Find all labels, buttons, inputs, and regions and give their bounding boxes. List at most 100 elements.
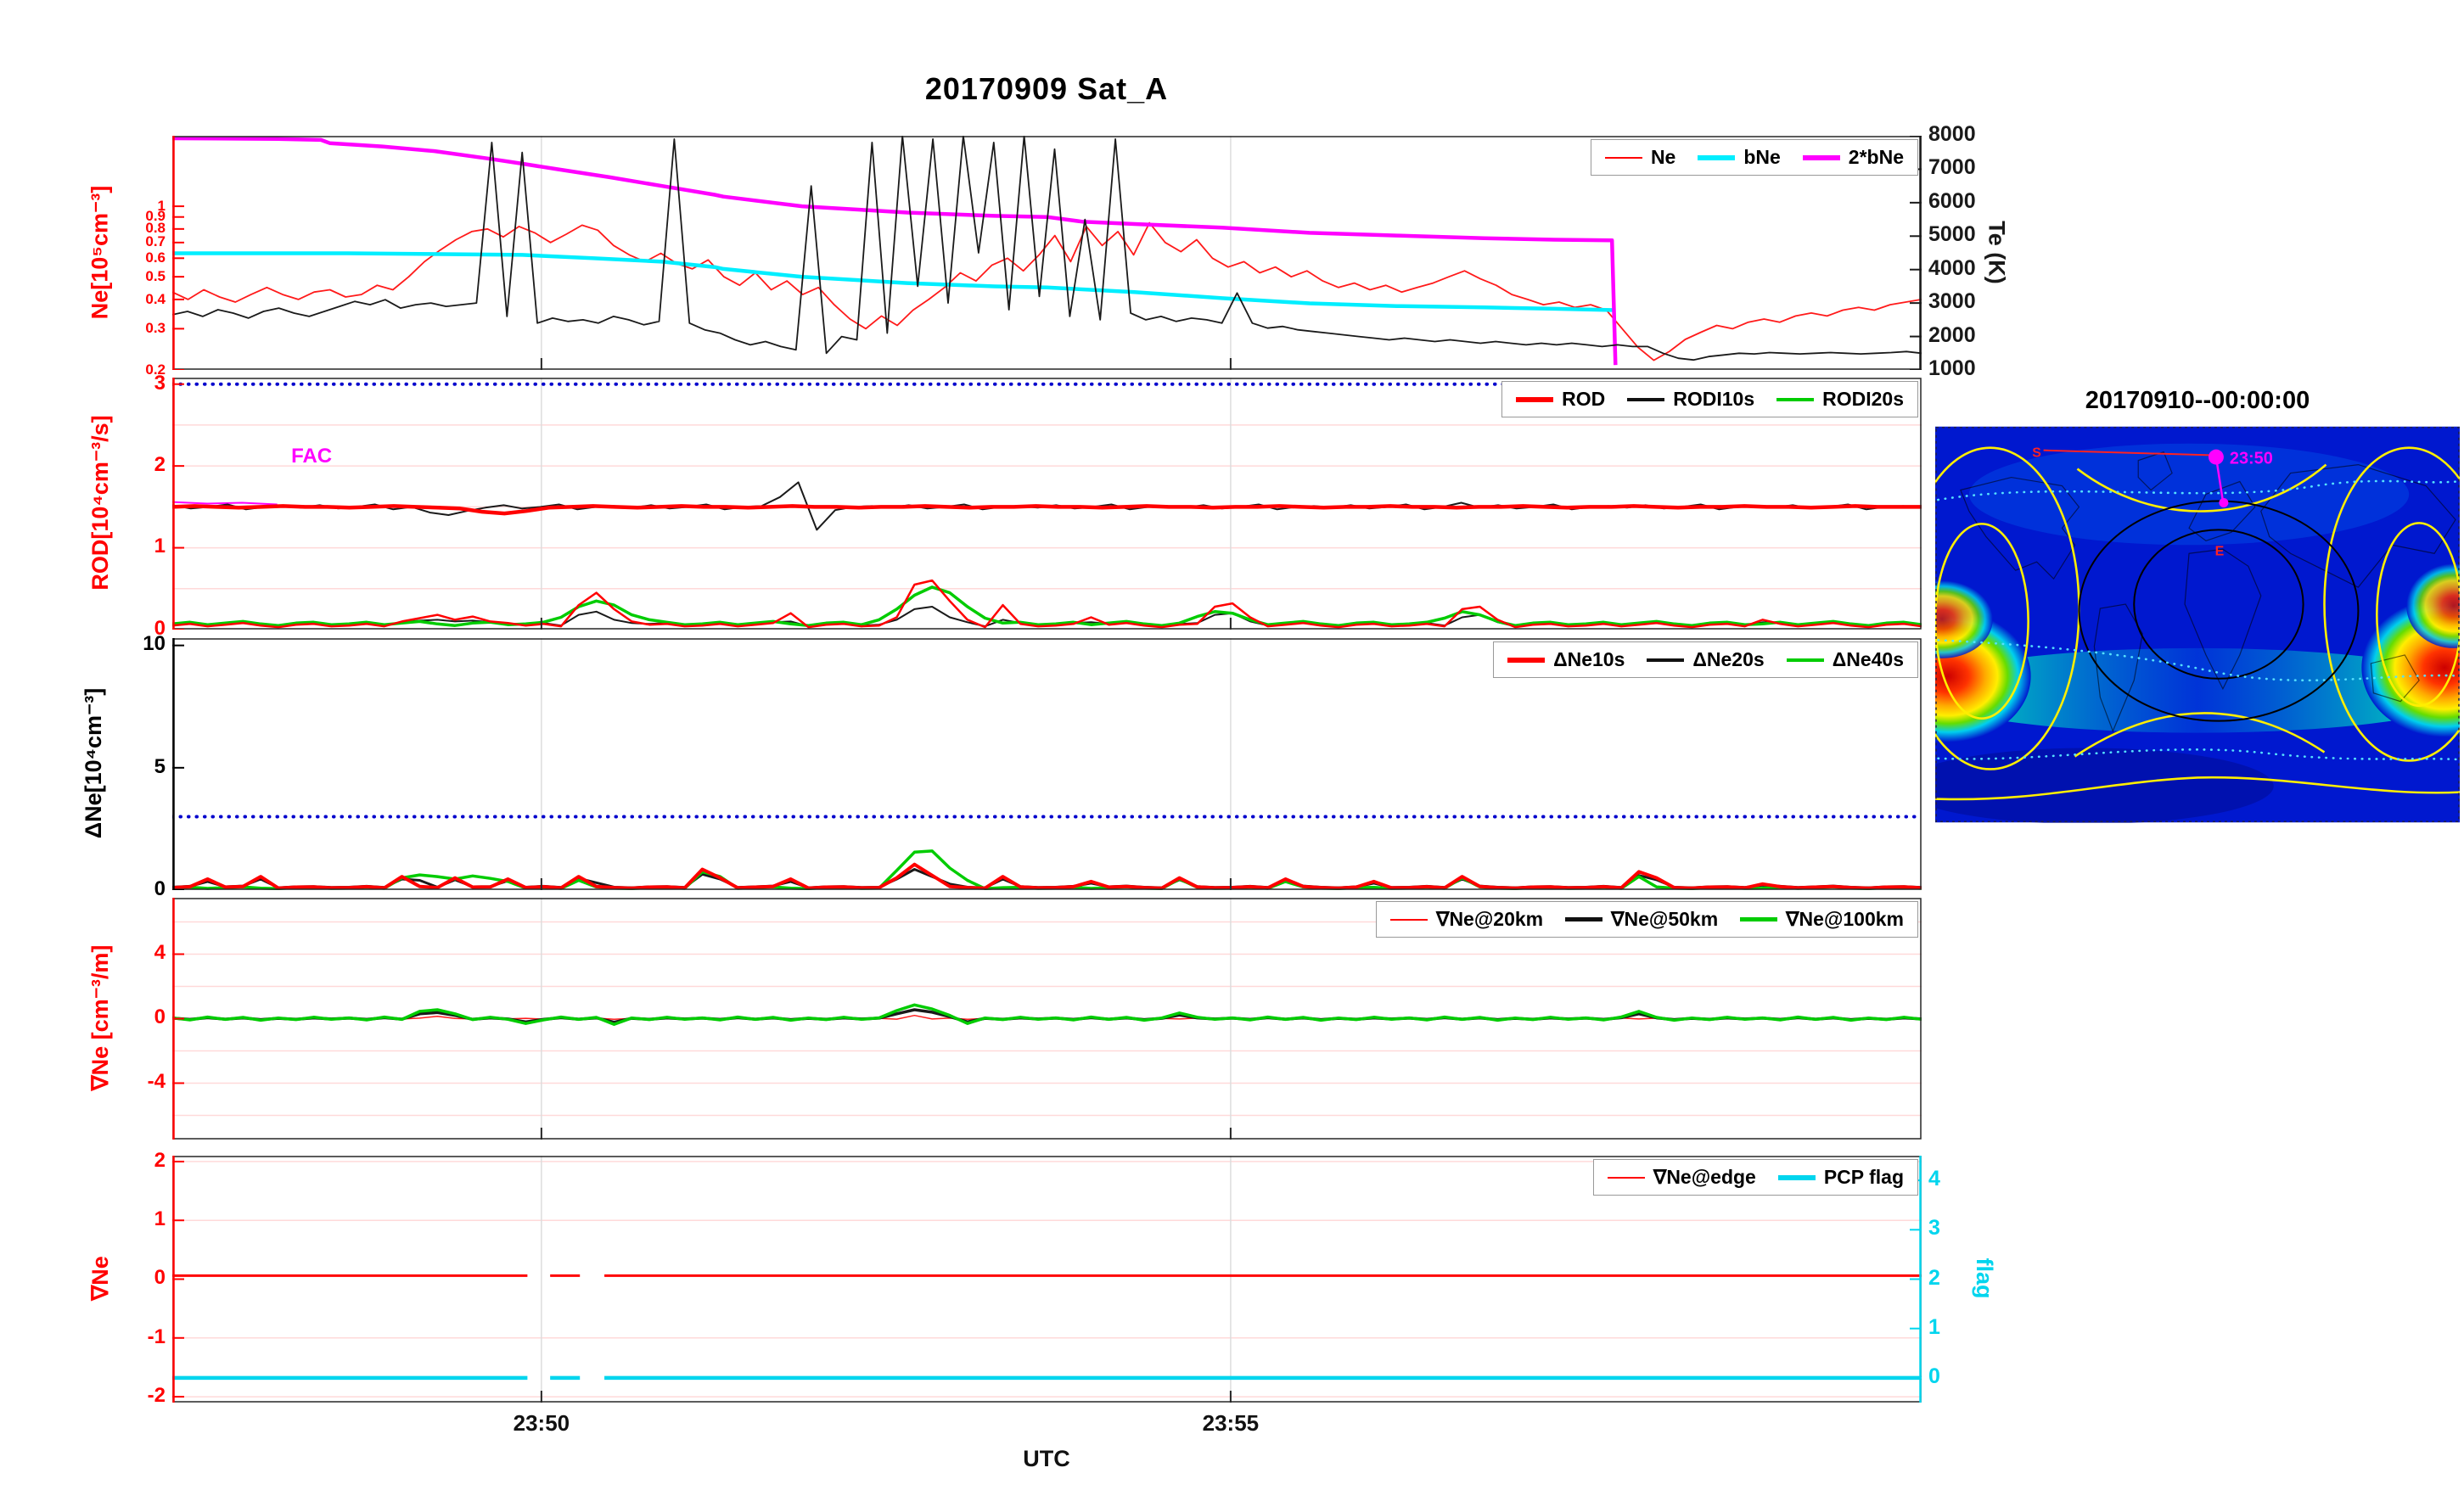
- legend-swatch: [1698, 154, 1736, 160]
- legend-swatch: [1786, 658, 1824, 662]
- right-tick-label: 2000: [1928, 322, 1976, 347]
- satellite-end-marker: [2219, 497, 2229, 507]
- legend-edge-pcp: ∇Ne@edge PCP flag: [1592, 1159, 1918, 1196]
- y-tick-label: 1: [157, 197, 166, 214]
- panel-grad-ne: ∇Ne@20km ∇Ne@50km ∇Ne@100km: [172, 898, 1922, 1140]
- legend-swatch: [1627, 397, 1665, 401]
- legend-label: ∇Ne@20km: [1436, 908, 1544, 930]
- legend-item: ΔNe20s: [1647, 648, 1765, 671]
- legend-swatch: [1802, 154, 1840, 160]
- right-tick-label: 2: [1928, 1265, 1940, 1290]
- x-axis-label: UTC: [1023, 1446, 1070, 1471]
- y-tick-label: 0.8: [145, 220, 166, 237]
- y-tick-label: 0: [154, 616, 166, 640]
- y-tick-label: 1: [154, 535, 166, 558]
- y-tick-label: 0.9: [145, 208, 166, 225]
- y-tick-label: -2: [147, 1383, 166, 1407]
- y-tick-label: 2: [154, 1148, 166, 1172]
- delta-ne-plot: [172, 638, 1922, 890]
- legend-swatch: [1777, 1174, 1816, 1180]
- panel-ne-te: Ne bNe 2*bNe: [172, 136, 1922, 370]
- map-panel: S 23:50 E: [1935, 426, 2460, 823]
- ne-te-plot: [172, 136, 1922, 370]
- legend-item: ∇Ne@50km: [1565, 908, 1718, 931]
- y-tick-label: 0: [154, 877, 166, 900]
- legend-swatch: [1565, 917, 1603, 921]
- legend-item: Ne: [1604, 146, 1676, 169]
- map-title: 20170910--00:00:00: [2085, 387, 2310, 414]
- y-tick-label: 0.4: [145, 290, 166, 307]
- legend-ne: Ne bNe 2*bNe: [1590, 139, 1918, 176]
- y-tick-label: 10: [143, 632, 166, 656]
- legend-label: bNe: [1743, 146, 1781, 168]
- right-tick-label: 6000: [1928, 188, 1976, 213]
- world-map: S 23:50 E: [1935, 426, 2460, 823]
- hotspot-right-2: [2406, 563, 2460, 648]
- y-tick-label: 0.6: [145, 249, 166, 266]
- legend-item: PCP flag: [1777, 1166, 1904, 1189]
- legend-label: RODI10s: [1673, 388, 1755, 410]
- legend-swatch: [1776, 397, 1815, 401]
- legend-grad-ne: ∇Ne@20km ∇Ne@50km ∇Ne@100km: [1376, 901, 1918, 938]
- legend-label: ROD: [1562, 388, 1606, 410]
- y-tick-label: 0: [154, 1005, 166, 1029]
- y-tick-label: 5: [154, 754, 166, 778]
- legend-rod: ROD RODI10s RODI20s: [1501, 381, 1918, 417]
- y-tick-label: 4: [154, 941, 166, 965]
- legend-swatch: [1516, 396, 1554, 402]
- x-tick-label: 23:50: [513, 1410, 570, 1436]
- legend-item: bNe: [1698, 146, 1781, 169]
- legend-label: PCP flag: [1823, 1166, 1904, 1188]
- legend-label: ΔNe20s: [1692, 648, 1765, 670]
- legend-label: Ne: [1650, 146, 1676, 168]
- hotspot-left-2: [1935, 580, 1993, 658]
- satellite-position-marker: [2208, 449, 2224, 465]
- legend-item: ∇Ne@20km: [1390, 908, 1543, 931]
- panel-delta-ne: ΔNe10s ΔNe20s ΔNe40s: [172, 638, 1922, 890]
- black-contours: [2078, 500, 2360, 722]
- legend-swatch: [1507, 657, 1546, 663]
- ylabel-delta-ne: ΔNe[10⁴cm⁻³]: [81, 687, 106, 839]
- right-tick-label: 1000: [1928, 356, 1976, 380]
- map-shade: [1935, 748, 2274, 823]
- legend-item: ∇Ne@100km: [1740, 908, 1904, 931]
- y-tick-label: 0.5: [145, 267, 166, 284]
- y-tick-label: 3: [154, 371, 166, 395]
- track-time-label: 23:50: [2230, 450, 2273, 468]
- legend-swatch: [1647, 658, 1685, 662]
- legend-item: ΔNe40s: [1786, 648, 1904, 671]
- right-tick-label: 3000: [1928, 289, 1976, 314]
- legend-swatch: [1604, 156, 1642, 159]
- figure-title: 20170909 Sat_A: [924, 71, 1169, 106]
- y-tick-label: 2: [154, 452, 166, 476]
- legend-label: ∇Ne@edge: [1653, 1166, 1756, 1188]
- legend-swatch: [1607, 1176, 1645, 1179]
- right-tick-label: 4000: [1928, 255, 1976, 280]
- legend-label: ∇Ne@50km: [1611, 908, 1719, 930]
- right-tick-label: 3: [1928, 1216, 1940, 1241]
- legend-item: RODI10s: [1627, 388, 1754, 411]
- legend-item: 2*bNe: [1802, 146, 1904, 169]
- legend-swatch: [1390, 918, 1428, 921]
- panel-edge-pcp: ∇Ne@edge PCP flag: [172, 1156, 1922, 1403]
- continent-outlines: [1960, 451, 2456, 733]
- cyan-dotted-lines: [1935, 479, 2460, 761]
- legend-item: ROD: [1516, 388, 1605, 411]
- legend-delta-ne: ΔNe10s ΔNe20s ΔNe40s: [1493, 641, 1918, 678]
- legend-label: ΔNe10s: [1553, 648, 1625, 670]
- ylabel-rod: ROD[10⁴cm⁻³/s]: [87, 415, 113, 591]
- legend-swatch: [1740, 917, 1778, 921]
- annotation-fac: FAC: [291, 444, 333, 468]
- y-tick-label: 0.3: [145, 320, 166, 337]
- legend-item: RODI20s: [1776, 388, 1904, 411]
- y-tick-label: 0: [154, 1266, 166, 1290]
- y-tick-label: 1: [154, 1207, 166, 1230]
- legend-label: 2*bNe: [1848, 146, 1904, 168]
- right-tick-label: 8000: [1928, 122, 1976, 146]
- satellite-track: [2043, 449, 2216, 457]
- legend-label: RODI20s: [1822, 388, 1904, 410]
- edge-pcp-plot: [172, 1156, 1922, 1403]
- right-tick-label: 7000: [1928, 155, 1976, 180]
- y-tick-label: 0.2: [145, 361, 166, 378]
